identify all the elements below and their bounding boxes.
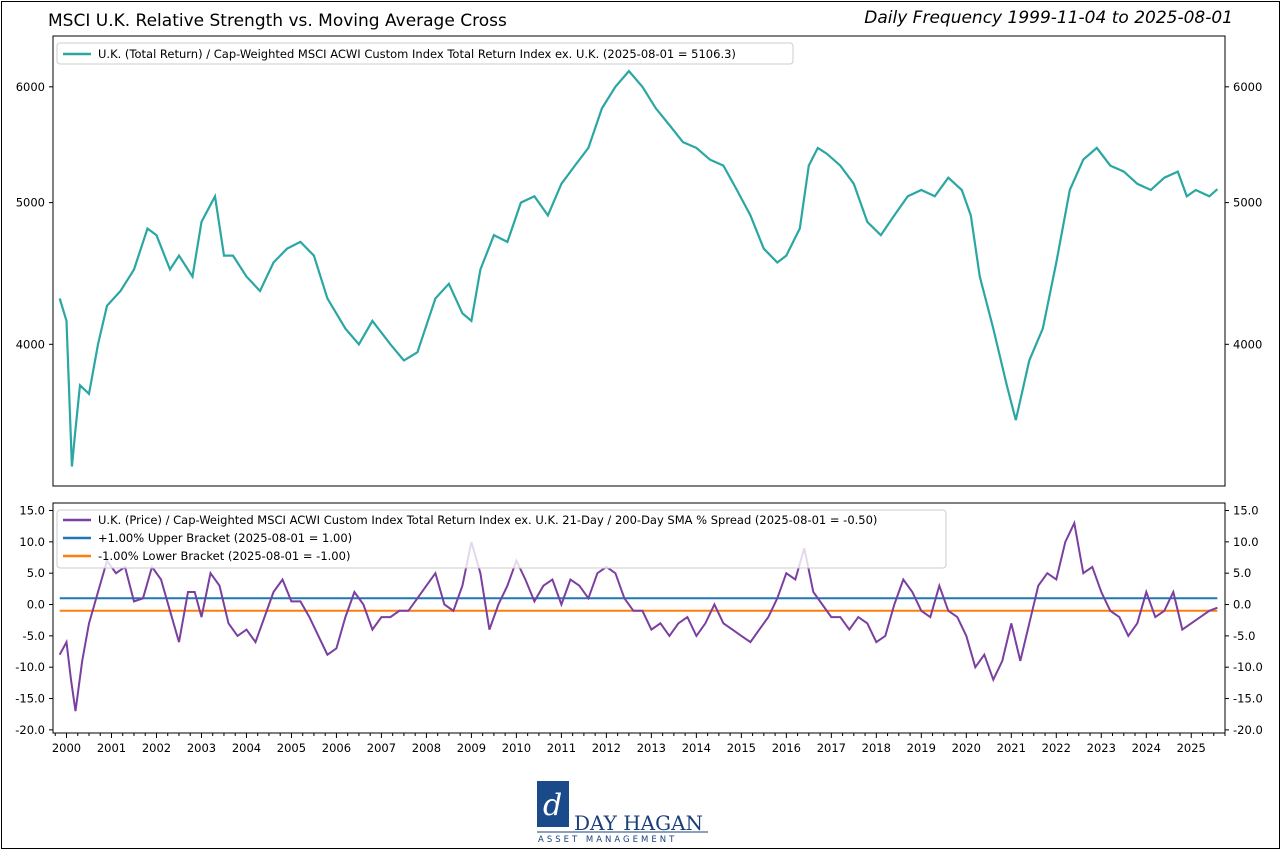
top-panel: 4000 4000 5000 5000 6000 6000 U.K. (Total Ret… — [16, 35, 1262, 487]
xtick-label: 2023 — [1087, 741, 1116, 755]
bottom-ytick-label-right: -20.0 — [1233, 723, 1263, 737]
legend-label-relative-strength: U.K. (Total Return) / Cap-Weighted MSCI … — [98, 47, 736, 61]
xtick-label: 2015 — [727, 741, 756, 755]
xtick-label: 2013 — [637, 741, 666, 755]
top-ytick-label-left: 5000 — [16, 196, 45, 210]
xtick-label: 2020 — [952, 741, 981, 755]
xtick-label: 2008 — [412, 741, 441, 755]
bottom-ytick-label-left: -20.0 — [15, 723, 45, 737]
xtick-label: 2002 — [142, 741, 171, 755]
bottom-ytick-label-left: -15.0 — [15, 692, 45, 706]
xtick-label: 2017 — [817, 741, 846, 755]
top-ytick-label-left: 6000 — [16, 80, 45, 94]
xtick-label: 2009 — [457, 741, 486, 755]
xtick-label: 2024 — [1132, 741, 1161, 755]
bottom-ytick-label-left: 10.0 — [19, 535, 45, 549]
bottom-ytick-label-left: -5.0 — [23, 629, 45, 643]
xtick-label: 2005 — [277, 741, 306, 755]
day-hagan-logo: d DAY HAGAN ASSET MANAGEMENT — [537, 781, 708, 845]
bottom-ytick-label-right: -10.0 — [1233, 660, 1263, 674]
chart-title: MSCI U.K. Relative Strength vs. Moving A… — [48, 11, 507, 31]
logo-name: DAY HAGAN — [574, 811, 703, 835]
bottom-panel: 15.0 15.0 10.0 10.0 5.0 5.0 0.0 0.0 -5.0 -5.0 -10.… — [15, 502, 1263, 737]
legend-label-lower-bracket: -1.00% Lower Bracket (2025-08-01 = -1.00… — [98, 549, 350, 563]
svg-text:d: d — [543, 788, 562, 823]
top-ytick-label-right: 6000 — [1233, 80, 1262, 94]
bottom-ytick-label-left: 5.0 — [27, 566, 45, 580]
xtick-label: 2016 — [772, 741, 801, 755]
xtick-label: 2004 — [232, 741, 261, 755]
xtick-label: 2019 — [907, 741, 936, 755]
top-ytick-label-left: 4000 — [16, 337, 45, 351]
bottom-ytick-label-right: -15.0 — [1233, 692, 1263, 706]
bottom-ytick-label-right: 5.0 — [1233, 566, 1251, 580]
top-ytick-label-right: 5000 — [1233, 196, 1262, 210]
xtick-label: 2003 — [187, 741, 216, 755]
xtick-label: 2000 — [52, 741, 81, 755]
top-ytick-label-right: 4000 — [1233, 337, 1262, 351]
xtick-label: 2018 — [862, 741, 891, 755]
logo-mark — [537, 781, 569, 827]
bottom-ytick-label-left: 15.0 — [19, 504, 45, 518]
top-plot-area — [52, 35, 1226, 487]
xtick-label: 2025 — [1177, 741, 1206, 755]
xtick-label: 2011 — [547, 741, 576, 755]
legend-label-sma-spread: U.K. (Price) / Cap-Weighted MSCI ACWI Cu… — [98, 513, 877, 527]
xtick-label: 2014 — [682, 741, 711, 755]
bottom-legend: U.K. (Price) / Cap-Weighted MSCI ACWI Cu… — [56, 509, 947, 569]
bottom-ytick-label-right: -5.0 — [1233, 629, 1255, 643]
bottom-ytick-label-left: -10.0 — [15, 660, 45, 674]
xtick-label: 2021 — [997, 741, 1026, 755]
series-line-sma-spread — [58, 519, 1218, 712]
xtick-label: 2012 — [592, 741, 621, 755]
bottom-ytick-label-right: 10.0 — [1233, 535, 1259, 549]
xtick-label: 2022 — [1042, 741, 1071, 755]
chart-subtitle: Daily Frequency 1999-11-04 to 2025-08-01 — [864, 8, 1233, 28]
top-legend: U.K. (Total Return) / Cap-Weighted MSCI … — [56, 42, 794, 65]
bottom-ytick-label-right: 15.0 — [1233, 504, 1259, 518]
series-line-relative-strength — [58, 69, 1219, 467]
bottom-ytick-label-left: 0.0 — [27, 598, 45, 612]
xtick-label: 2007 — [367, 741, 396, 755]
xtick-label: 2006 — [322, 741, 351, 755]
xtick-label: 2010 — [502, 741, 531, 755]
xtick-label: 2001 — [97, 741, 126, 755]
logo-tagline: ASSET MANAGEMENT — [538, 835, 677, 845]
legend-label-upper-bracket: +1.00% Upper Bracket (2025-08-01 = 1.00) — [98, 531, 352, 545]
bottom-ytick-label-right: 0.0 — [1233, 598, 1251, 612]
